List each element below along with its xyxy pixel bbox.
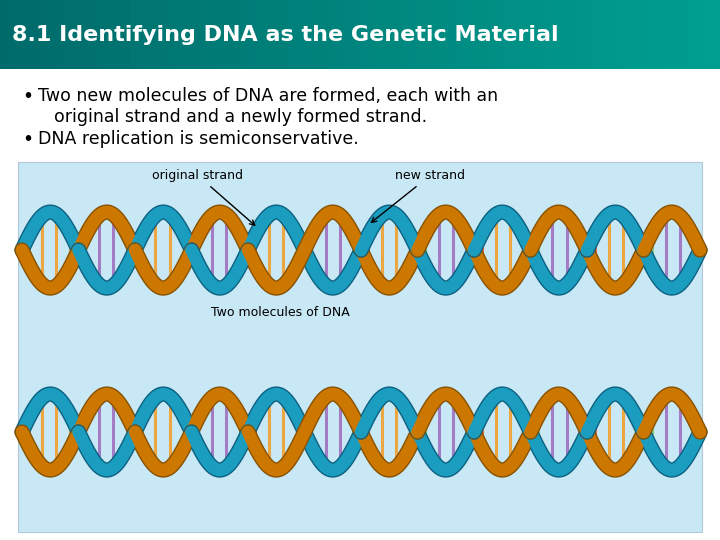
Text: 8.1 Identifying DNA as the Genetic Material: 8.1 Identifying DNA as the Genetic Mater… (12, 25, 559, 45)
Bar (158, 0, 174, 69)
Text: new strand: new strand (372, 169, 465, 222)
Bar (245, 0, 260, 69)
Bar (0, 0, 15, 69)
Text: •: • (22, 87, 33, 106)
Bar (562, 0, 577, 69)
Bar (29, 0, 44, 69)
Bar (101, 0, 116, 69)
Bar (547, 0, 562, 69)
Bar (533, 0, 548, 69)
Bar (619, 0, 634, 69)
Bar (173, 0, 188, 69)
Bar (317, 0, 332, 69)
Bar (648, 0, 663, 69)
Bar (446, 0, 462, 69)
Bar (346, 0, 361, 69)
Bar (216, 0, 231, 69)
Bar (58, 0, 73, 69)
Bar (374, 0, 390, 69)
Bar (274, 0, 289, 69)
Bar (14, 0, 30, 69)
Bar (518, 0, 534, 69)
Text: original strand: original strand (153, 169, 255, 225)
Bar (389, 0, 404, 69)
Text: original strand and a newly formed strand.: original strand and a newly formed stran… (54, 108, 427, 126)
Bar (475, 0, 490, 69)
Bar (706, 0, 720, 69)
Bar (202, 0, 217, 69)
Bar (662, 0, 678, 69)
Bar (605, 0, 620, 69)
Bar (18, 162, 702, 532)
Bar (403, 0, 418, 69)
Bar (360, 0, 375, 69)
Text: Two new molecules of DNA are formed, each with an: Two new molecules of DNA are formed, eac… (38, 87, 498, 105)
Bar (504, 0, 519, 69)
Bar (590, 0, 606, 69)
Bar (576, 0, 591, 69)
Bar (288, 0, 303, 69)
Bar (691, 0, 706, 69)
Bar (86, 0, 102, 69)
Bar (677, 0, 692, 69)
Bar (230, 0, 246, 69)
Bar (490, 0, 505, 69)
Bar (461, 0, 476, 69)
Bar (634, 0, 649, 69)
Text: •: • (22, 130, 33, 149)
Bar (130, 0, 145, 69)
Bar (72, 0, 87, 69)
Bar (259, 0, 274, 69)
Bar (432, 0, 447, 69)
Text: DNA replication is semiconservative.: DNA replication is semiconservative. (38, 130, 359, 148)
Bar (331, 0, 346, 69)
Bar (144, 0, 159, 69)
Text: Two molecules of DNA: Two molecules of DNA (211, 306, 349, 319)
Bar (43, 0, 58, 69)
Bar (115, 0, 130, 69)
Bar (418, 0, 433, 69)
Bar (302, 0, 318, 69)
Bar (187, 0, 202, 69)
